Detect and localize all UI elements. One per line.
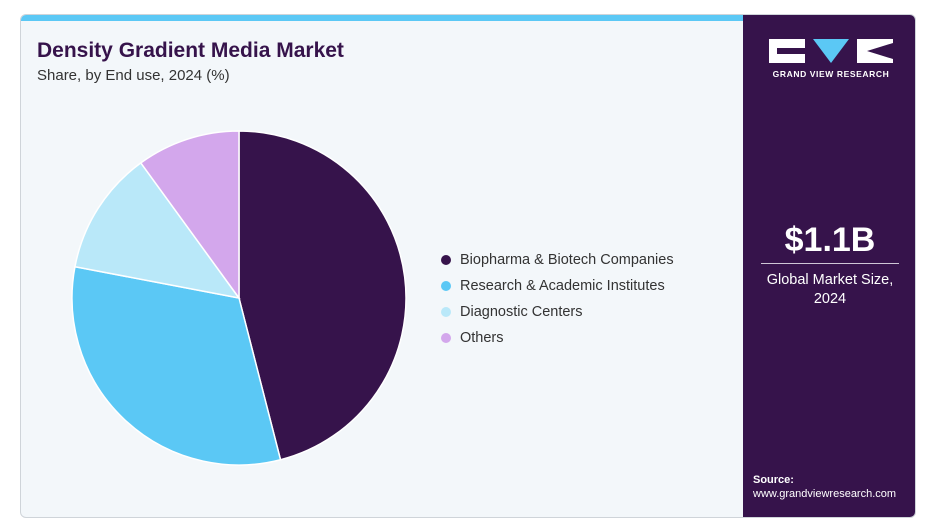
- legend-item: Diagnostic Centers: [441, 299, 674, 325]
- divider: [761, 263, 899, 264]
- pie-chart: [71, 130, 407, 466]
- legend-label: Research & Academic Institutes: [460, 278, 665, 294]
- brand-name: GRAND VIEW RESEARCH: [772, 69, 890, 79]
- market-size-caption-line1: Global Market Size,: [766, 272, 894, 288]
- chart-legend: Biopharma & Biotech Companies Research & …: [441, 247, 674, 351]
- legend-label: Diagnostic Centers: [460, 304, 583, 320]
- pie-slice-biopharma-biotech-companies: [238, 130, 407, 461]
- pie-slice-research-academic-institutes: [71, 265, 282, 466]
- chart-title: Density Gradient Media Market: [37, 39, 344, 62]
- pie-slice-diagnostic-centers: [74, 161, 241, 300]
- source-note: Source: www.grandviewresearch.com: [753, 473, 896, 501]
- legend-swatch: [441, 333, 451, 343]
- market-size-value: $1.1B: [784, 221, 876, 259]
- legend-swatch: [441, 307, 451, 317]
- market-size-caption-line2: 2024: [813, 291, 847, 307]
- legend-item: Biopharma & Biotech Companies: [441, 247, 674, 273]
- market-size-caption: Global Market Size, 2024: [753, 271, 907, 309]
- source-label: Source:: [753, 474, 794, 486]
- legend-swatch: [441, 255, 451, 265]
- chart-card: Density Gradient Media Market Share, by …: [20, 14, 916, 518]
- legend-item: Research & Academic Institutes: [441, 273, 674, 299]
- source-url[interactable]: www.grandviewresearch.com: [753, 488, 897, 500]
- legend-item: Others: [441, 325, 674, 351]
- grand-view-research-logo-icon: [769, 39, 893, 63]
- pie-slice-others: [139, 130, 240, 301]
- legend-swatch: [441, 281, 451, 291]
- accent-bar: [21, 15, 743, 21]
- legend-label: Others: [460, 330, 504, 346]
- chart-subtitle: Share, by End use, 2024 (%): [37, 67, 230, 84]
- brand-logo: GRAND VIEW RESEARCH: [769, 39, 893, 79]
- info-sidebar: GRAND VIEW RESEARCH $1.1B Global Market …: [743, 15, 915, 517]
- legend-label: Biopharma & Biotech Companies: [460, 252, 674, 268]
